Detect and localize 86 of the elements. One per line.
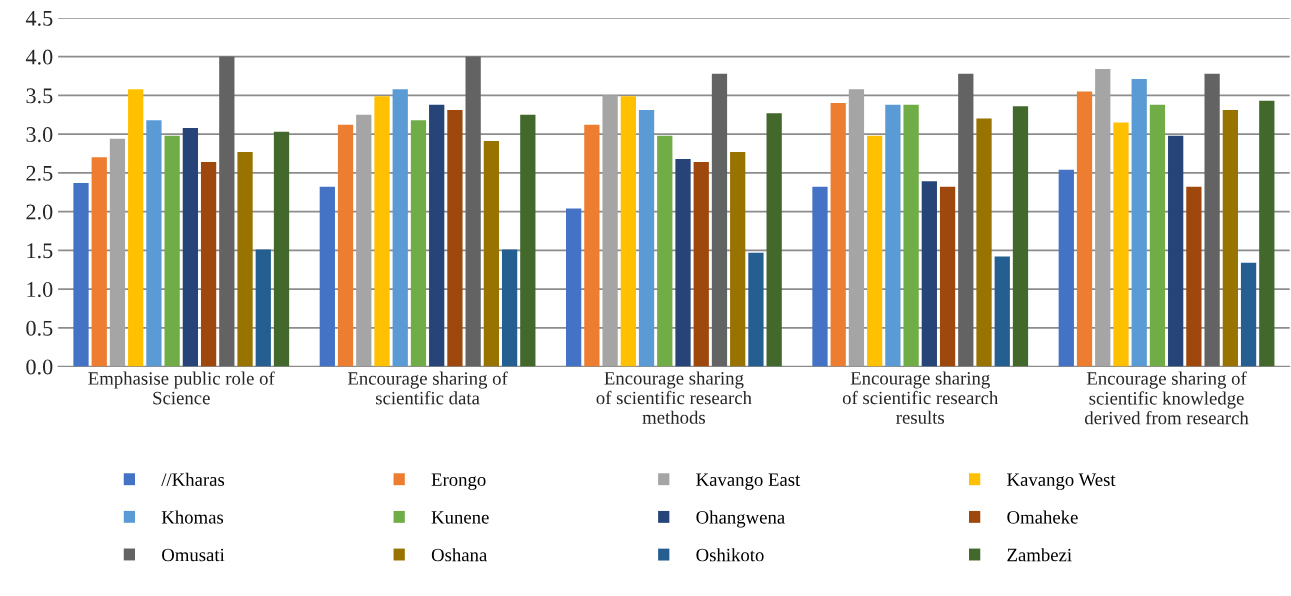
bar [620,96,636,367]
y-tick-label: 1.5 [27,243,53,259]
x-tick-label: Encourage sharing of scientific data [347,371,508,405]
bar [429,104,445,367]
bar [109,138,126,367]
y-tick-label: 1.0 [27,281,53,298]
bar [1149,104,1166,367]
bar [1076,91,1093,367]
bar [128,89,144,367]
bar [410,120,427,367]
bar [1131,79,1147,367]
legend-label: Omusati [162,548,225,562]
y-tick-label: 2.5 [26,165,53,181]
bar [1222,110,1238,367]
bar [447,110,463,367]
legend-label: Oshana [431,548,488,562]
bar [164,135,180,367]
bar [994,256,1010,367]
bar [1240,262,1257,367]
bar [903,104,919,367]
bar [976,118,992,367]
bar [1168,135,1184,367]
legend-label: Omaheke [1007,510,1078,524]
bar [638,110,655,367]
bar [1259,100,1275,367]
y-tick-label: 0.0 [26,359,53,375]
y-tick-label: 0.5 [26,320,53,336]
bar [1186,186,1202,367]
bar [675,158,691,367]
bar [921,181,937,367]
bar [73,182,89,367]
legend-label: Ohangwena [696,510,785,528]
legend-label: Kavango East [696,473,801,490]
legend-label: Khomas [161,510,224,524]
bar [273,131,290,367]
y-tick-label: 3.0 [26,127,53,143]
legend-label: Oshikoto [696,548,764,562]
bar [1012,106,1029,367]
x-tick-label: Encourage sharing of scientific research methods [596,371,752,424]
bar [566,208,582,367]
legend-label: Zambezi [1007,548,1072,562]
bar [939,186,956,367]
bar [1204,73,1220,367]
y-tick-label: 4.0 [25,49,53,65]
x-tick-label: Encourage sharing of scientific research results [842,371,999,424]
bar [812,186,828,367]
bar [584,124,600,367]
y-tick-label: 4.5 [25,10,53,26]
bar [711,73,728,367]
bar [885,104,901,367]
bar [657,135,673,367]
bar [219,56,235,367]
legend-label: Kavango West [1007,473,1116,490]
bar [465,56,481,367]
bar [146,120,162,367]
bar [374,96,390,367]
bar [730,151,746,367]
bar [1113,122,1129,367]
bar [483,141,500,367]
bar [693,161,709,367]
bar [182,127,199,367]
bar [91,157,107,367]
bar [748,252,764,367]
x-tick-label: Encourage sharing of scientific knowledge derived from research [1084,371,1249,425]
bar [766,113,782,367]
bar [830,103,846,367]
bar [602,95,618,367]
bar [255,249,271,367]
bar [319,186,335,367]
bar [867,135,883,367]
y-tick-label: 3.5 [26,88,53,104]
bar [237,151,253,367]
bar [958,73,974,367]
legend-label: Kunene [431,511,489,524]
bar [337,124,354,367]
y-tick-label: 2.0 [26,204,53,220]
bar [356,114,372,367]
bar [1095,69,1111,367]
legend-label: //Kharas [161,472,225,487]
legend-label: Erongo [431,473,486,490]
bar [200,161,217,367]
x-tick-label: Emphasise public role of Science [88,371,275,405]
bar [501,249,518,367]
bar [392,89,408,367]
bar [848,89,865,367]
bar [520,114,536,367]
